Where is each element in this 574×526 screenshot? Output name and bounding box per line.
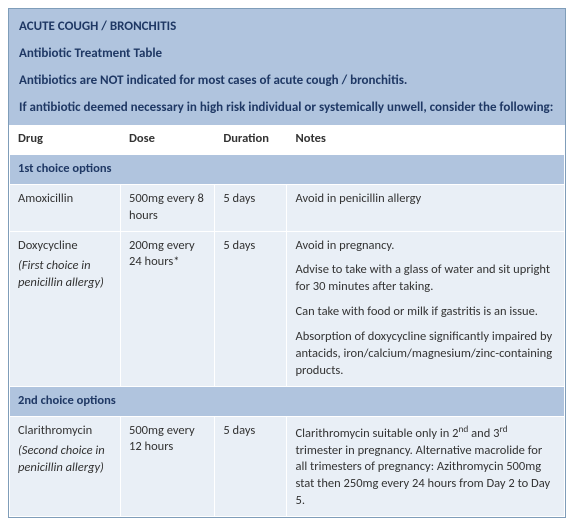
col-notes: Notes <box>287 125 565 154</box>
cell-dose: 200mg every 24 hours* <box>121 231 215 386</box>
cell-notes: Avoid in pregnancy. Advise to take with … <box>287 231 565 386</box>
table-row: Clarithromycin (Second choice in penicil… <box>10 416 565 517</box>
cell-dose: 500mg every 12 hours <box>121 416 215 517</box>
note-line: Absorption of doxycycline significantly … <box>295 329 556 380</box>
cell-dose: 500mg every 8 hours <box>121 184 215 231</box>
drug-name: Clarithromycin <box>18 423 92 438</box>
note-line: Avoid in penicillin allergy <box>295 191 556 208</box>
note-line: Clarithromycin suitable only in 2nd and … <box>295 423 556 511</box>
header-line-1: Antibiotics are NOT indicated for most c… <box>19 73 555 88</box>
drug-subtext: (First choice in penicillin allergy) <box>18 258 112 292</box>
note-line: Can take with food or milk if gastritis … <box>295 304 556 321</box>
column-header-row: Drug Dose Duration Notes <box>10 125 565 154</box>
col-dose: Dose <box>121 125 215 154</box>
note-line: Avoid in pregnancy. <box>295 238 556 255</box>
antibiotic-table: Drug Dose Duration Notes 1st choice opti… <box>9 125 565 517</box>
table-row: Amoxicillin 500mg every 8 hours 5 days A… <box>10 184 565 231</box>
cell-notes: Clarithromycin suitable only in 2nd and … <box>287 416 565 517</box>
header-subtitle: Antibiotic Treatment Table <box>19 46 555 61</box>
section-first-choice: 1st choice options <box>10 154 565 184</box>
cell-duration: 5 days <box>215 184 287 231</box>
drug-name: Amoxicillin <box>18 191 73 206</box>
header-title: ACUTE COUGH / BRONCHITIS <box>19 19 555 34</box>
cell-drug: Doxycycline (First choice in penicillin … <box>10 231 121 386</box>
drug-name: Doxycycline <box>18 238 78 253</box>
col-drug: Drug <box>10 125 121 154</box>
table-header-block: ACUTE COUGH / BRONCHITIS Antibiotic Trea… <box>9 9 565 125</box>
cell-drug: Amoxicillin <box>10 184 121 231</box>
cell-duration: 5 days <box>215 231 287 386</box>
cell-duration: 5 days <box>215 416 287 517</box>
table-row: Doxycycline (First choice in penicillin … <box>10 231 565 386</box>
col-duration: Duration <box>215 125 287 154</box>
header-line-2: If antibiotic deemed necessary in high r… <box>19 100 555 115</box>
note-line: Advise to take with a glass of water and… <box>295 262 556 296</box>
drug-subtext: (Second choice in penicillin allergy) <box>18 443 112 477</box>
cell-notes: Avoid in penicillin allergy <box>287 184 565 231</box>
section-label: 2nd choice options <box>10 386 565 416</box>
treatment-table-container: ACUTE COUGH / BRONCHITIS Antibiotic Trea… <box>8 8 566 518</box>
section-second-choice: 2nd choice options <box>10 386 565 416</box>
section-label: 1st choice options <box>10 154 565 184</box>
cell-drug: Clarithromycin (Second choice in penicil… <box>10 416 121 517</box>
